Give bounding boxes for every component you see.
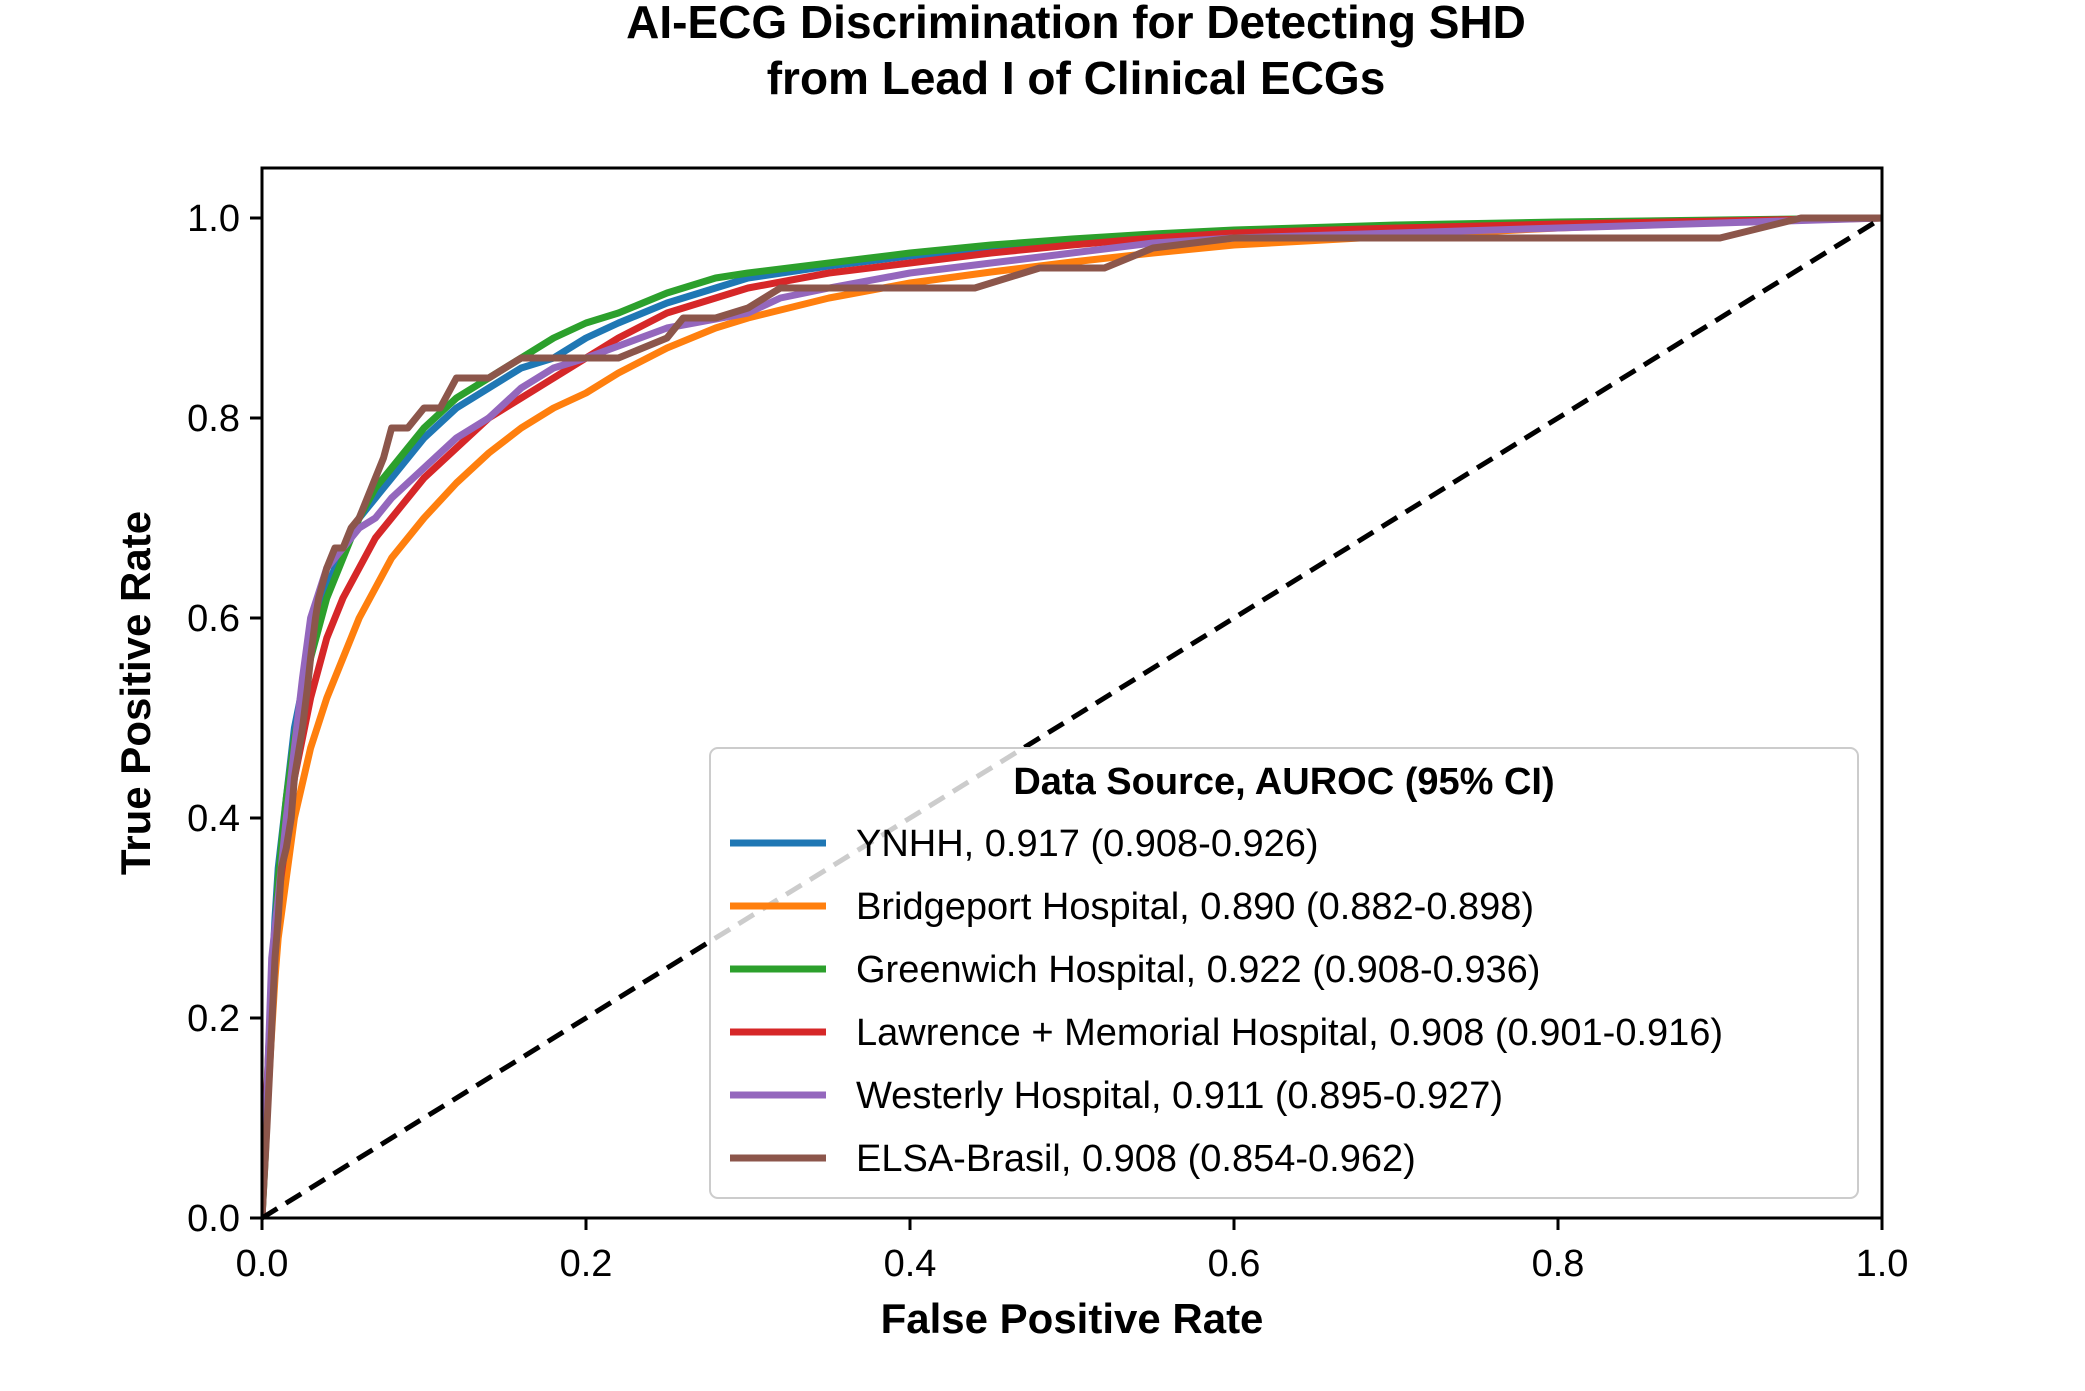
y-tick-label: 0.4: [187, 798, 240, 840]
x-axis-ticks: 0.0 0.2 0.4 0.6 0.8 1.0: [236, 1218, 1909, 1285]
legend-label-1: Bridgeport Hospital, 0.890 (0.882-0.898): [856, 886, 1534, 928]
x-tick-label: 0.8: [1532, 1243, 1585, 1285]
legend-label-3: Lawrence + Memorial Hospital, 0.908 (0.9…: [856, 1012, 1723, 1054]
chart-title-line-2: from Lead I of Clinical ECGs: [767, 52, 1386, 104]
reference-diagonal-line: [260, 215, 1884, 1221]
legend-items: YNHH, 0.917 (0.908-0.926) Bridgeport Hosp…: [730, 823, 1723, 1180]
y-tick-label: 0.6: [187, 598, 240, 640]
legend-label-4: Westerly Hospital, 0.911 (0.895-0.927): [856, 1075, 1503, 1117]
y-axis-label: True Positive Rate: [112, 511, 159, 875]
x-tick-label: 1.0: [1856, 1243, 1909, 1285]
x-tick-label: 0.2: [560, 1243, 613, 1285]
legend-label-2: Greenwich Hospital, 0.922 (0.908-0.936): [856, 949, 1540, 991]
plot-area: [260, 166, 1884, 1221]
x-tick-label: 0.6: [1208, 1243, 1261, 1285]
reference-line-group: [260, 215, 1884, 1221]
legend-label-5: ELSA-Brasil, 0.908 (0.854-0.962): [856, 1138, 1416, 1180]
legend-box: [709, 747, 1859, 1199]
y-axis-ticks: 0.0 0.2 0.4 0.6 0.8 1.0: [187, 198, 262, 1240]
roc-curve-4: [262, 214, 1882, 1218]
roc-curves: [262, 214, 1882, 1218]
y-tick-label: 0.8: [187, 398, 240, 440]
x-axis-label: False Positive Rate: [881, 1295, 1264, 1342]
legend-label-0: YNHH, 0.917 (0.908-0.926): [856, 823, 1319, 865]
y-tick-label: 0.0: [187, 1198, 240, 1240]
x-tick-label: 0.4: [884, 1243, 937, 1285]
y-tick-label: 1.0: [187, 198, 240, 240]
legend-title: Data Source, AUROC (95% CI): [1013, 761, 1554, 803]
legend: Data Source, AUROC (95% CI) YNHH, 0.917 …: [709, 747, 1859, 1199]
x-tick-label: 0.0: [236, 1243, 289, 1285]
chart-title-line-1: AI-ECG Discrimination for Detecting SHD: [626, 0, 1526, 48]
chart-title: AI-ECG Discrimination for Detecting SHD …: [626, 0, 1526, 104]
y-tick-label: 0.2: [187, 998, 240, 1040]
roc-curve-5: [262, 214, 1882, 1218]
plot-frame: [260, 166, 1884, 1220]
